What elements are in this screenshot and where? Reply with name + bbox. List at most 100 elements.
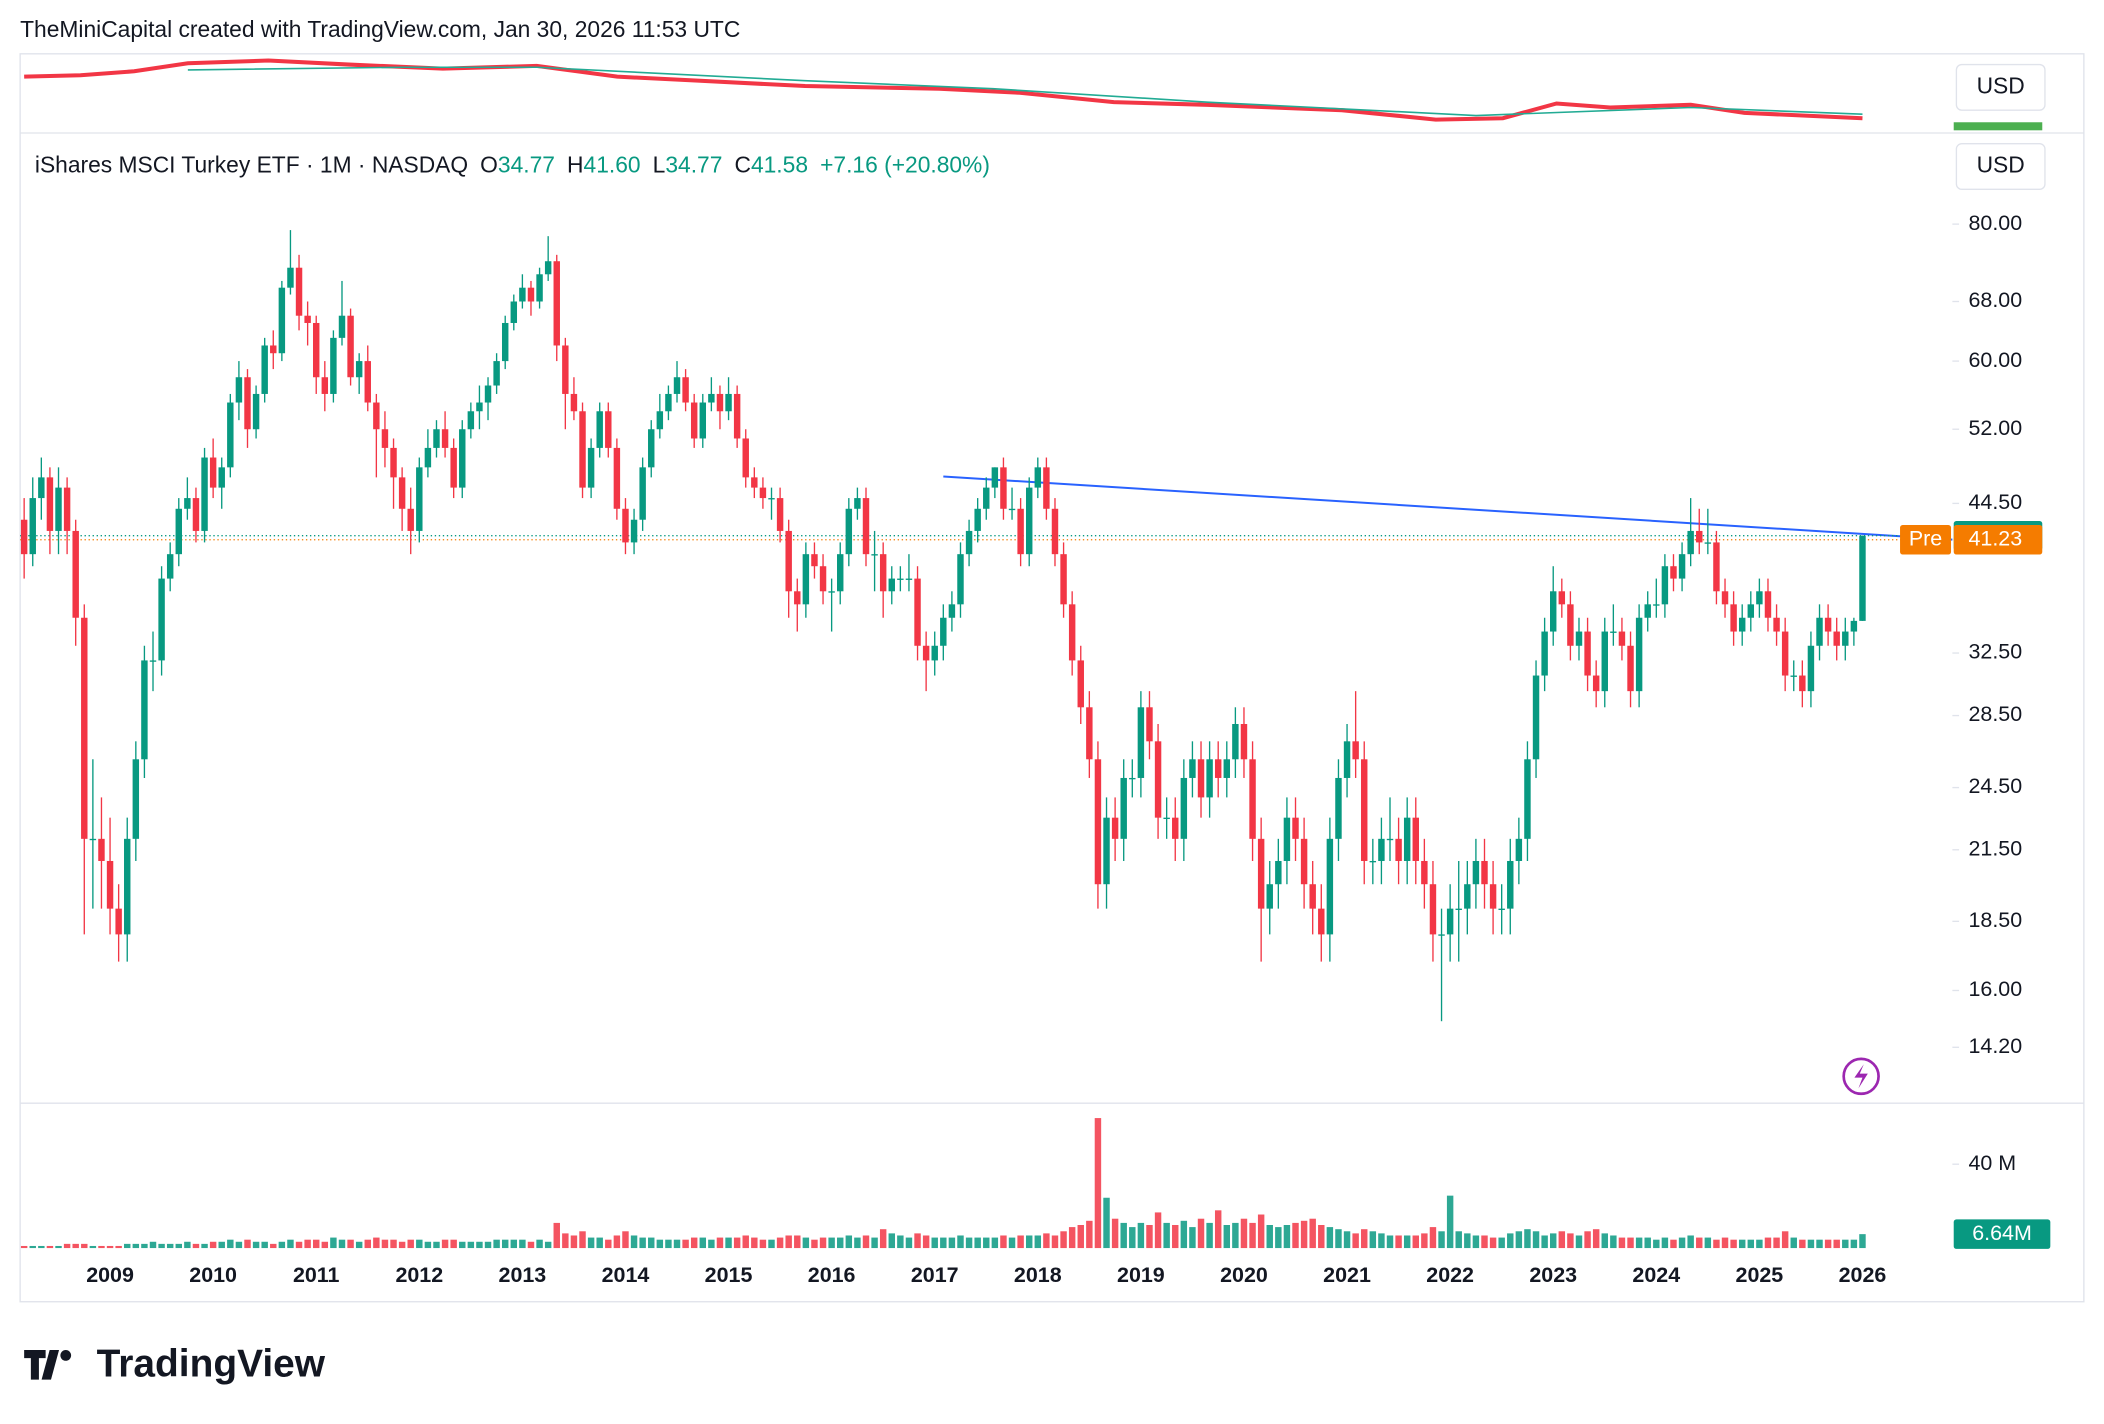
candle-body <box>1326 838 1334 935</box>
currency-button[interactable] <box>1955 63 2046 111</box>
volume-bar <box>459 1241 466 1249</box>
volume-bar <box>1206 1222 1213 1249</box>
y-tick-label: 80.00 <box>1968 211 2022 235</box>
candle-body <box>166 554 174 579</box>
volume-bar <box>416 1239 423 1249</box>
candle-body <box>1197 759 1205 798</box>
candle-body <box>72 530 79 618</box>
volume-bar <box>313 1239 320 1249</box>
volume-bar <box>72 1243 79 1249</box>
candle-body <box>1610 631 1617 633</box>
candle-body <box>751 477 758 488</box>
volume-bar <box>450 1239 457 1249</box>
volume-bar <box>1842 1239 1849 1249</box>
x-tick-label: 2015 <box>705 1263 753 1287</box>
candle-body <box>1412 817 1419 861</box>
volume-bar <box>648 1237 655 1249</box>
candle-body <box>209 457 217 488</box>
volume-bar <box>1610 1235 1617 1249</box>
volume-bar <box>1189 1227 1196 1249</box>
candle-body <box>252 393 260 430</box>
volume-bar <box>1146 1225 1153 1249</box>
volume-bar <box>1249 1222 1256 1249</box>
volume-bar <box>46 1245 54 1249</box>
indicator-signal <box>187 66 1863 117</box>
candle-body <box>1738 617 1746 632</box>
volume-bar <box>1214 1210 1222 1249</box>
y-tick-label: 21.50 <box>1968 836 2022 860</box>
volume-bar <box>1326 1227 1334 1249</box>
candle-body <box>1017 508 1024 555</box>
candle-body <box>1799 675 1806 692</box>
candle-body <box>931 645 938 661</box>
candle-body <box>1464 884 1471 909</box>
volume-bar <box>1017 1235 1024 1249</box>
logo-mark <box>24 1350 60 1380</box>
legend-value: 34.77 <box>498 152 555 178</box>
volume-bar <box>1429 1227 1437 1249</box>
volume-bar <box>802 1237 810 1249</box>
candle-body <box>493 361 500 386</box>
legend-change: +7.16 (+20.80%) <box>820 152 990 178</box>
candle-body <box>467 411 475 430</box>
volume-bar <box>184 1241 191 1249</box>
candle-body <box>1721 591 1729 605</box>
candle-body <box>1507 860 1514 909</box>
alert-icon[interactable] <box>1842 1057 1880 1096</box>
volume-bar <box>1575 1235 1583 1249</box>
candle-body <box>89 838 97 841</box>
candle-body <box>1249 759 1256 839</box>
candle-body <box>1025 487 1033 555</box>
candle-body <box>519 287 526 302</box>
x-tick-label: 2012 <box>395 1263 443 1287</box>
candle-body <box>1696 530 1703 543</box>
candle-body <box>957 554 964 605</box>
candle-body <box>1318 908 1325 935</box>
candle-body <box>622 508 629 543</box>
volume-bar <box>166 1243 174 1249</box>
x-tick-label: 2013 <box>499 1263 547 1287</box>
volume-bar <box>1292 1222 1299 1249</box>
candle-body <box>905 578 913 580</box>
volume-bar <box>261 1241 268 1249</box>
volume-bar <box>1000 1235 1007 1249</box>
volume-bar <box>1507 1233 1514 1249</box>
volume-bar <box>1197 1218 1205 1249</box>
volume-bar <box>390 1239 397 1249</box>
currency[interactable]: USD <box>1977 152 2025 178</box>
candle-body <box>562 345 569 394</box>
x-tick-label: 2020 <box>1220 1263 1268 1287</box>
volume-bar <box>1464 1233 1471 1249</box>
volume-bar <box>837 1237 844 1249</box>
volume-bar <box>1386 1235 1394 1249</box>
candle-body <box>175 508 182 555</box>
candle-body <box>1163 817 1170 820</box>
volume-bar <box>63 1243 71 1249</box>
y-tick-label: 14.20 <box>1968 1034 2022 1058</box>
volume-bar <box>1704 1237 1712 1249</box>
candle-body <box>1747 604 1755 618</box>
candle-body <box>1532 675 1540 760</box>
candle-body <box>630 519 638 543</box>
volume-bar <box>544 1241 552 1249</box>
volume-bar <box>1661 1237 1669 1249</box>
x-tick-label: 2011 <box>293 1263 340 1287</box>
logo-dot <box>60 1350 72 1361</box>
candle-body <box>1661 566 1669 605</box>
volume-bar <box>562 1233 569 1249</box>
currency[interactable]: USD <box>1977 72 2025 98</box>
candle-body <box>708 393 715 403</box>
volume-bar <box>708 1239 715 1249</box>
y-tick-label: 28.50 <box>1968 702 2022 726</box>
candle-body <box>536 274 543 302</box>
currency-button[interactable] <box>1955 143 2046 191</box>
candle-body <box>854 498 861 509</box>
indicator-line <box>24 58 1863 122</box>
volume-bar <box>278 1241 286 1249</box>
candle-body <box>1206 759 1213 798</box>
candle-body <box>888 578 895 592</box>
candle-body <box>201 457 208 531</box>
candle-body <box>837 554 844 592</box>
volume-bar <box>467 1241 475 1249</box>
volume-bar <box>1515 1231 1523 1249</box>
